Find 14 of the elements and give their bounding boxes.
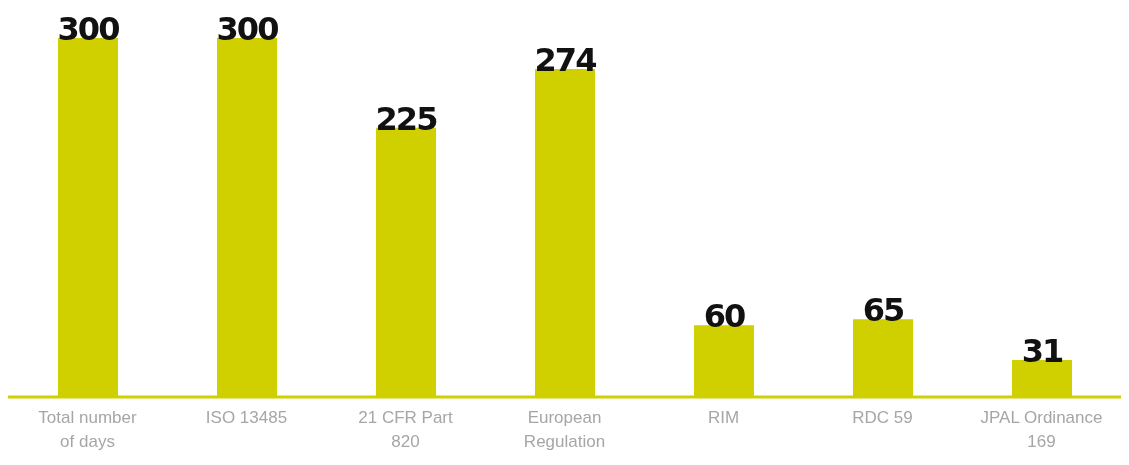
x-tick-label: RIM [707, 408, 740, 427]
x-tick-label: ISO 13485 [205, 408, 288, 427]
data-label: 65 [862, 291, 904, 330]
data-label: 60 [703, 297, 745, 336]
x-tick-label: Total number of days [38, 408, 137, 451]
data-label: 225 [375, 99, 438, 138]
x-tick-label: JPAL Ordinance 169 [980, 408, 1103, 451]
x-tick-label: European Regulation [523, 408, 606, 451]
data-label: 274 [534, 41, 597, 80]
data-label: 31 [1021, 331, 1063, 370]
x-tick-label: 21 CFR Part 820 [358, 408, 454, 451]
data-label: 300 [57, 10, 120, 48]
data-label: 300 [216, 10, 279, 48]
x-tick-label: RDC 59 [852, 408, 913, 427]
